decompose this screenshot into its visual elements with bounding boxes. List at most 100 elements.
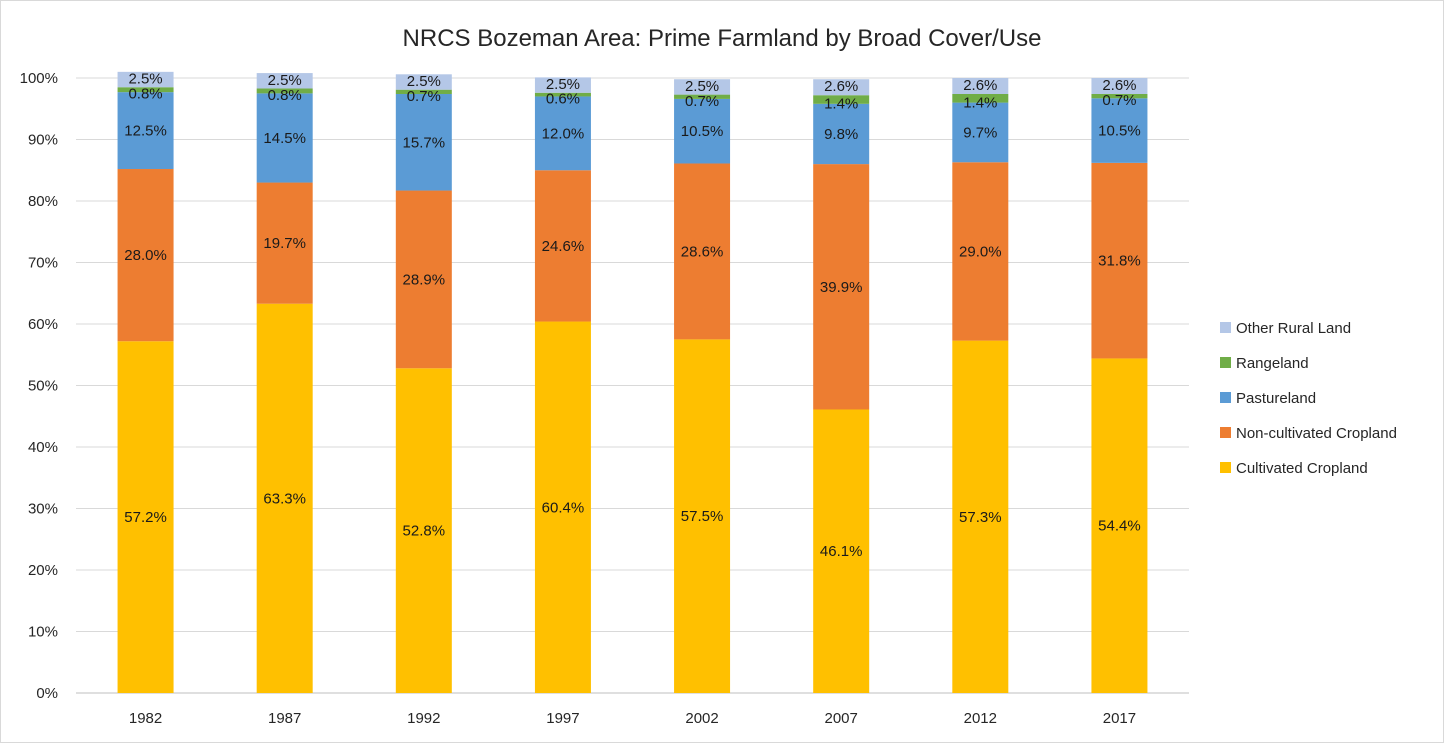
bar-segment [1091,93,1148,99]
data-label: 63.3% [263,490,306,507]
gridlines [76,77,1189,694]
data-label: 12.5% [124,123,167,140]
data-label: 10.5% [1098,123,1141,140]
x-tick-label: 1997 [546,710,579,727]
bar-segment [256,182,313,304]
bar-segment [952,102,1009,163]
data-label: 54.4% [1098,518,1141,535]
data-label: 1.4% [824,96,858,113]
x-tick-label: 2007 [825,710,858,727]
data-label: 57.3% [959,509,1002,526]
y-tick-label: 90% [28,132,58,149]
bar-segment [256,73,313,89]
bar-segment [952,162,1009,341]
bar-segment [256,88,313,94]
data-label: 1.4% [963,94,997,111]
data-label: 12.0% [542,125,585,142]
y-tick-label: 60% [28,316,58,333]
data-label: 9.7% [963,124,997,141]
bar-segment [674,94,731,99]
data-label: 57.5% [681,508,724,525]
bars [117,71,1148,693]
legend-swatch [1220,357,1231,368]
bar-segment [1091,162,1148,359]
legend-label: Rangeland [1236,355,1309,372]
y-tick-label: 10% [28,624,58,641]
bar-segment [674,98,731,164]
data-label: 24.6% [542,238,585,255]
bar-segment [534,77,591,93]
y-tick-label: 30% [28,501,58,518]
bar-segment [813,103,870,165]
x-tick-label: 2012 [964,710,997,727]
y-tick-label: 20% [28,562,58,579]
data-label: 29.0% [959,243,1002,260]
data-label: 28.9% [403,271,446,288]
bar-segment [674,339,731,693]
legend-label: Other Rural Land [1236,320,1351,337]
data-label: 57.2% [124,509,167,526]
y-tick-label: 70% [28,255,58,272]
data-label: 0.7% [1102,92,1136,109]
data-label: 28.6% [681,243,724,260]
data-label: 31.8% [1098,253,1141,270]
data-label: 0.8% [128,86,162,103]
bar-segment [534,321,591,693]
bar-segment [117,92,174,170]
legend-swatch [1220,427,1231,438]
data-label: 46.1% [820,543,863,560]
y-axis-ticks: 0% 10% 20% 30% 40% 50% 60% 70% 80% 90% 100% [20,70,58,702]
data-label: 9.8% [824,126,858,143]
bar-segment [117,71,174,88]
bar-segment [674,163,731,340]
y-tick-label: 80% [28,193,58,210]
data-label: 14.5% [263,130,306,147]
bar-segment [256,303,313,693]
data-label: 2.6% [824,78,858,95]
data-label: 10.5% [681,123,724,140]
x-tick-label: 1982 [129,710,162,727]
bar-segment [1091,358,1148,693]
y-tick-label: 100% [20,70,58,87]
bar-segment [395,89,452,94]
data-label: 15.7% [403,134,446,151]
bar-segment [534,96,591,171]
y-tick-label: 0% [36,685,58,702]
data-label: 2.5% [546,76,580,93]
bar-segment [395,93,452,191]
x-tick-label: 1992 [407,710,440,727]
legend-label: Non-cultivated Cropland [1236,425,1397,442]
bar-segment [1091,78,1148,94]
bar-segment [117,169,174,342]
legend-swatch [1220,392,1231,403]
data-label: 0.7% [407,88,441,105]
legend-swatch [1220,462,1231,473]
data-label: 2.6% [1102,77,1136,94]
data-label: 2.5% [685,78,719,95]
bar-segment [117,87,174,93]
data-label: 28.0% [124,247,167,264]
data-labels: 57.2%28.0%12.5%0.8%2.5%63.3%19.7%14.5%0.… [124,71,1140,561]
legend: Other Rural Land Rangeland Pastureland Non-… [1220,320,1397,477]
data-label: 0.6% [546,91,580,108]
data-label: 2.5% [128,71,162,88]
data-label: 60.4% [542,499,585,516]
bar-segment [813,79,870,96]
data-label: 52.8% [403,523,446,540]
data-label: 2.5% [407,73,441,90]
bar-segment [395,368,452,693]
data-label: 0.8% [268,87,302,104]
data-label: 2.6% [963,77,997,94]
bar-segment [117,341,174,693]
legend-swatch [1220,322,1231,333]
bar-segment [952,93,1009,103]
legend-label: Cultivated Cropland [1236,460,1368,477]
chart-title: NRCS Bozeman Area: Prime Farmland by Bro… [403,25,1042,52]
bar-segment [952,340,1009,693]
bar-segment [674,79,731,95]
bar-segment [813,409,870,693]
x-tick-label: 2002 [685,710,718,727]
bar-segment [256,93,313,183]
legend-label: Pastureland [1236,390,1316,407]
